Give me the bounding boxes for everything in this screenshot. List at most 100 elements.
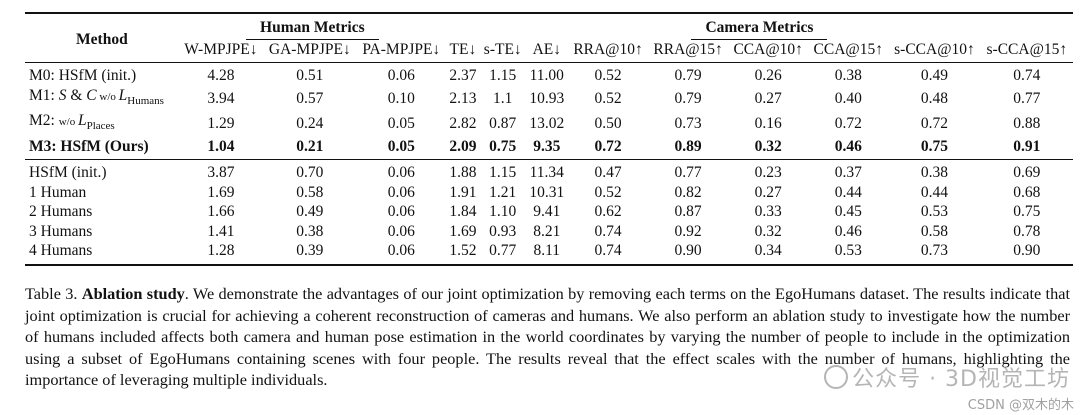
value-cell: 4.28 bbox=[178, 62, 263, 86]
value-cell: 0.47 bbox=[567, 159, 649, 183]
column-header: s-CCA@10↑ bbox=[894, 40, 975, 58]
value-cell: 9.41 bbox=[533, 203, 561, 221]
method-part: L bbox=[77, 112, 87, 130]
value-cell: 0.74 bbox=[980, 62, 1073, 86]
value-cell: 2.37 bbox=[445, 62, 480, 86]
value-cell: 0.75 bbox=[920, 137, 948, 155]
value-cell: 0.06 bbox=[387, 183, 415, 201]
value-cell: 0.79 bbox=[674, 89, 702, 107]
value-cell: 0.34 bbox=[728, 241, 809, 266]
value-cell: 0.77 bbox=[479, 241, 526, 266]
method-header: Method bbox=[25, 12, 179, 63]
value-cell: 0.93 bbox=[489, 222, 517, 240]
value-cell: 0.24 bbox=[296, 115, 324, 133]
value-cell: 0.75 bbox=[1013, 203, 1041, 221]
value-cell: 0.44 bbox=[920, 183, 948, 201]
column-header: GA-MPJPE↓ bbox=[268, 40, 351, 58]
value-cell: 0.57 bbox=[296, 89, 324, 107]
value-cell: 0.05 bbox=[387, 115, 415, 133]
value-cell: 0.72 bbox=[920, 115, 948, 133]
value-cell: 0.39 bbox=[263, 241, 357, 266]
value-cell: 0.58 bbox=[920, 222, 948, 240]
value-cell: 0.69 bbox=[980, 159, 1073, 183]
value-cell: 0.89 bbox=[674, 137, 702, 155]
value-cell: 0.74 bbox=[594, 222, 622, 240]
camera-metrics-header: Camera Metrics bbox=[445, 12, 1073, 40]
value-cell: 0.38 bbox=[808, 62, 889, 86]
column-header: PA-MPJPE↓ bbox=[362, 40, 441, 58]
value-cell: 0.91 bbox=[1013, 137, 1041, 155]
value-cell: 0.82 bbox=[674, 183, 702, 201]
value-cell: 0.50 bbox=[594, 115, 622, 133]
value-cell: 3.87 bbox=[178, 159, 263, 183]
value-cell: 0.58 bbox=[296, 183, 324, 201]
value-cell: 0.90 bbox=[980, 241, 1073, 266]
group-header-row: Method Human Metrics Camera Metrics bbox=[25, 12, 1073, 63]
value-cell: 1.29 bbox=[207, 115, 235, 133]
value-cell: 0.16 bbox=[754, 115, 782, 133]
method-part: Humans bbox=[127, 94, 164, 107]
value-cell: 0.72 bbox=[594, 137, 622, 155]
value-cell: 0.06 bbox=[356, 159, 446, 183]
column-header: CCA@15↑ bbox=[813, 40, 883, 58]
method-part: C bbox=[86, 86, 97, 104]
caption-title: Ablation study bbox=[81, 284, 185, 303]
value-cell: 0.46 bbox=[834, 137, 862, 155]
value-cell: 0.32 bbox=[754, 137, 782, 155]
value-cell: 1.28 bbox=[178, 241, 263, 266]
method-cell: HSfM (init.) bbox=[25, 159, 179, 183]
value-cell: 10.31 bbox=[529, 183, 565, 201]
table-row: M3: HSfM (Ours) 1.04 0.21 0.05 2.09 0.75 9.35 0… bbox=[25, 137, 1073, 160]
value-cell: 0.45 bbox=[834, 203, 862, 221]
value-cell: 0.48 bbox=[920, 89, 948, 107]
value-cell: 8.11 bbox=[525, 241, 568, 266]
value-cell: 1.15 bbox=[479, 159, 526, 183]
value-cell: 0.10 bbox=[387, 89, 415, 107]
value-cell: 0.05 bbox=[387, 137, 415, 155]
value-cell: 0.77 bbox=[1013, 89, 1041, 107]
ablation-rows: M0: HSfM (init.) 4.28 0.51 0.06 2.37 1.15 11.0… bbox=[25, 62, 1073, 160]
method-cell: M3: HSfM (Ours) bbox=[29, 137, 149, 155]
method-part: M2: bbox=[29, 112, 59, 130]
value-cell: 0.52 bbox=[594, 89, 622, 107]
value-cell: 0.88 bbox=[1013, 115, 1041, 133]
value-cell: 1.69 bbox=[207, 183, 235, 201]
value-cell: 1.15 bbox=[479, 62, 526, 86]
value-cell: 1.10 bbox=[489, 203, 517, 221]
watermark: 公众号 · 3D视觉工坊 bbox=[824, 361, 1070, 393]
value-cell: 0.26 bbox=[728, 62, 809, 86]
ablation-table: Method Human Metrics Camera Metrics W-MP… bbox=[25, 12, 1073, 266]
value-cell: 0.06 bbox=[356, 241, 446, 266]
value-cell: 0.72 bbox=[834, 115, 862, 133]
value-cell: 0.68 bbox=[1013, 183, 1041, 201]
value-cell: 0.53 bbox=[920, 203, 948, 221]
watermark-sub: CSDN @双木的木 bbox=[967, 398, 1074, 413]
value-cell: 11.00 bbox=[525, 62, 568, 86]
value-cell: 0.44 bbox=[834, 183, 862, 201]
method-cell: M1: S & C w/o LHumans bbox=[25, 86, 179, 112]
value-cell: 0.38 bbox=[888, 159, 981, 183]
column-header: s-TE↓ bbox=[483, 40, 522, 58]
column-header: RRA@10↑ bbox=[573, 40, 643, 58]
table-row: M2: w/o LPlaces 1.29 0.24 0.05 2.82 0.87 13.02… bbox=[25, 111, 1073, 137]
wechat-icon bbox=[824, 365, 849, 389]
value-cell: 0.92 bbox=[674, 222, 702, 240]
table-row: HSfM (init.) 3.87 0.70 0.06 1.88 1.15 11.34 0.4… bbox=[25, 159, 1073, 183]
table-row: 1 Human 1.69 0.58 0.06 1.91 1.21 10.31 0.52 0.82… bbox=[25, 183, 1073, 203]
method-part: S bbox=[58, 86, 67, 104]
value-cell: 0.87 bbox=[674, 203, 702, 221]
value-cell: 0.21 bbox=[296, 137, 324, 155]
value-cell: 1.88 bbox=[445, 159, 480, 183]
method-part: w/o bbox=[58, 116, 78, 129]
table-row: 2 Humans 1.66 0.49 0.06 1.84 1.10 9.41 0.62 0.87… bbox=[25, 202, 1073, 222]
human-metrics-header: Human Metrics bbox=[178, 12, 446, 40]
column-header: s-CCA@15↑ bbox=[986, 40, 1068, 58]
value-cell: 3.94 bbox=[207, 89, 235, 107]
value-cell: 0.27 bbox=[754, 89, 782, 107]
value-cell: 1.66 bbox=[207, 203, 235, 221]
column-header-row: W-MPJPE↓ GA-MPJPE↓ PA-MPJPE↓ TE↓ s-TE↓ AE↓ RRA… bbox=[25, 40, 1073, 63]
value-cell: 0.77 bbox=[648, 159, 729, 183]
value-cell: 0.73 bbox=[674, 115, 702, 133]
value-cell: 13.02 bbox=[529, 115, 565, 133]
value-cell: 11.34 bbox=[525, 159, 568, 183]
